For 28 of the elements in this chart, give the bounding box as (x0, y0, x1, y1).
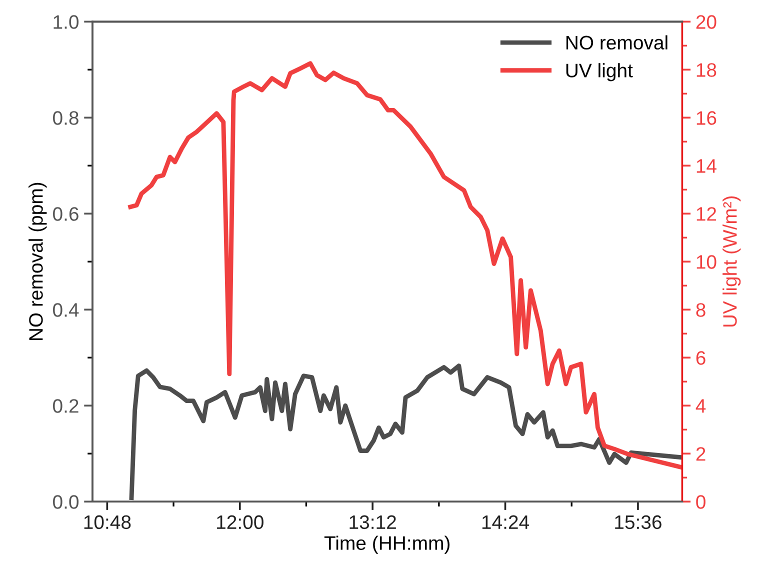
y-tick-label: 0.2 (53, 399, 78, 413)
y-axis-title: NO removal (ppm) (28, 182, 47, 340)
y2-tick-label: 0 (696, 495, 706, 509)
x-tick-label: 10:48 (84, 515, 131, 530)
y-tick-label: 0.6 (53, 207, 78, 221)
x-tick-label: 12:00 (217, 515, 264, 530)
y2-tick-label: 10 (696, 255, 716, 269)
y-tick-label: 0.0 (53, 495, 79, 509)
x-tick-label: 14:24 (482, 515, 530, 529)
y2-tick-label: 6 (696, 351, 706, 365)
legend-label: NO removal (566, 35, 668, 50)
y2-tick-label: 12 (696, 207, 716, 221)
x-tick-label: 15:36 (615, 515, 662, 530)
legend-label: UV light (566, 63, 633, 82)
y-tick-label: 0.8 (53, 111, 78, 125)
line-series (128, 61, 682, 470)
y2-tick-label: 14 (696, 159, 716, 173)
y-tick-label: 0.4 (53, 303, 79, 317)
y2-tick-label: 2 (696, 447, 706, 461)
y2-tick-label: 20 (696, 15, 716, 29)
y2-tick-label: 18 (696, 63, 716, 77)
y2-tick-label: 16 (696, 111, 716, 125)
y2-axis-title: UV light (W/m²) (722, 196, 741, 327)
y-tick-label: 1.0 (54, 15, 79, 29)
x-axis-title: Time (HH:mm) (324, 536, 450, 554)
x-tick-label: 13:12 (350, 515, 396, 530)
y2-tick-label: 8 (696, 303, 706, 317)
y2-tick-label: 4 (696, 399, 706, 413)
